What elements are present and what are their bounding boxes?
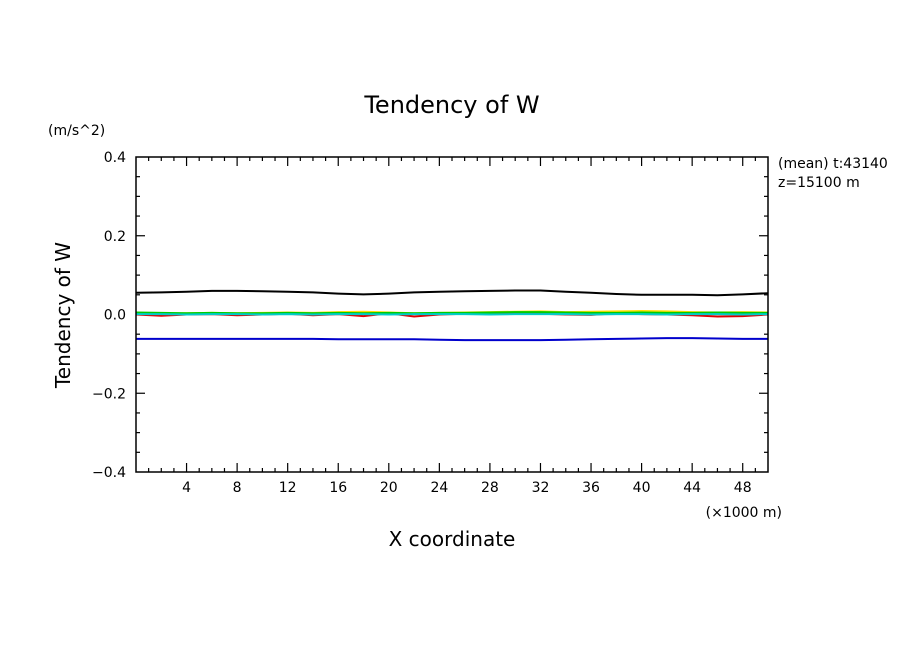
x-tick-label: 32 [532, 480, 550, 496]
annotation-level: z=15100 m [778, 175, 860, 191]
x-tick-label: 24 [430, 480, 448, 496]
x-tick-label: 48 [734, 480, 752, 496]
plot-frame [135, 156, 769, 473]
y-axis-label: Tendency of W [51, 242, 75, 389]
series-layer [135, 289, 769, 342]
x-tick-label: 4 [182, 480, 191, 496]
chart-title: Tendency of W [363, 91, 539, 119]
series-line-1 [136, 337, 768, 342]
x-axis-label: X coordinate [389, 527, 516, 551]
annotation-time: (mean) t:43140 [778, 156, 888, 172]
x-tick-label: 8 [233, 480, 242, 496]
y-tick-label: 0.2 [104, 229, 126, 245]
x-tick-label: 28 [481, 480, 499, 496]
y-tick-label: −0.2 [92, 386, 126, 402]
x-tick-label: 36 [582, 480, 600, 496]
y-tick-label: 0.0 [104, 308, 126, 324]
x-tick-label: 44 [683, 480, 701, 496]
x-tick-label: 40 [633, 480, 651, 496]
y-unit-label: (m/s^2) [48, 123, 105, 139]
x-tick-label: 12 [279, 480, 297, 496]
x-unit-label: (×1000 m) [706, 505, 782, 521]
series-line-0 [135, 289, 769, 297]
y-tick-label: −0.4 [92, 465, 126, 481]
tick-labels: 4 8 12 16 20 24 28 32 36 40 44 48 0.4 0.… [92, 150, 752, 496]
x-tick-label: 20 [380, 480, 398, 496]
y-tick-label: 0.4 [104, 150, 126, 166]
x-tick-label: 16 [329, 480, 347, 496]
